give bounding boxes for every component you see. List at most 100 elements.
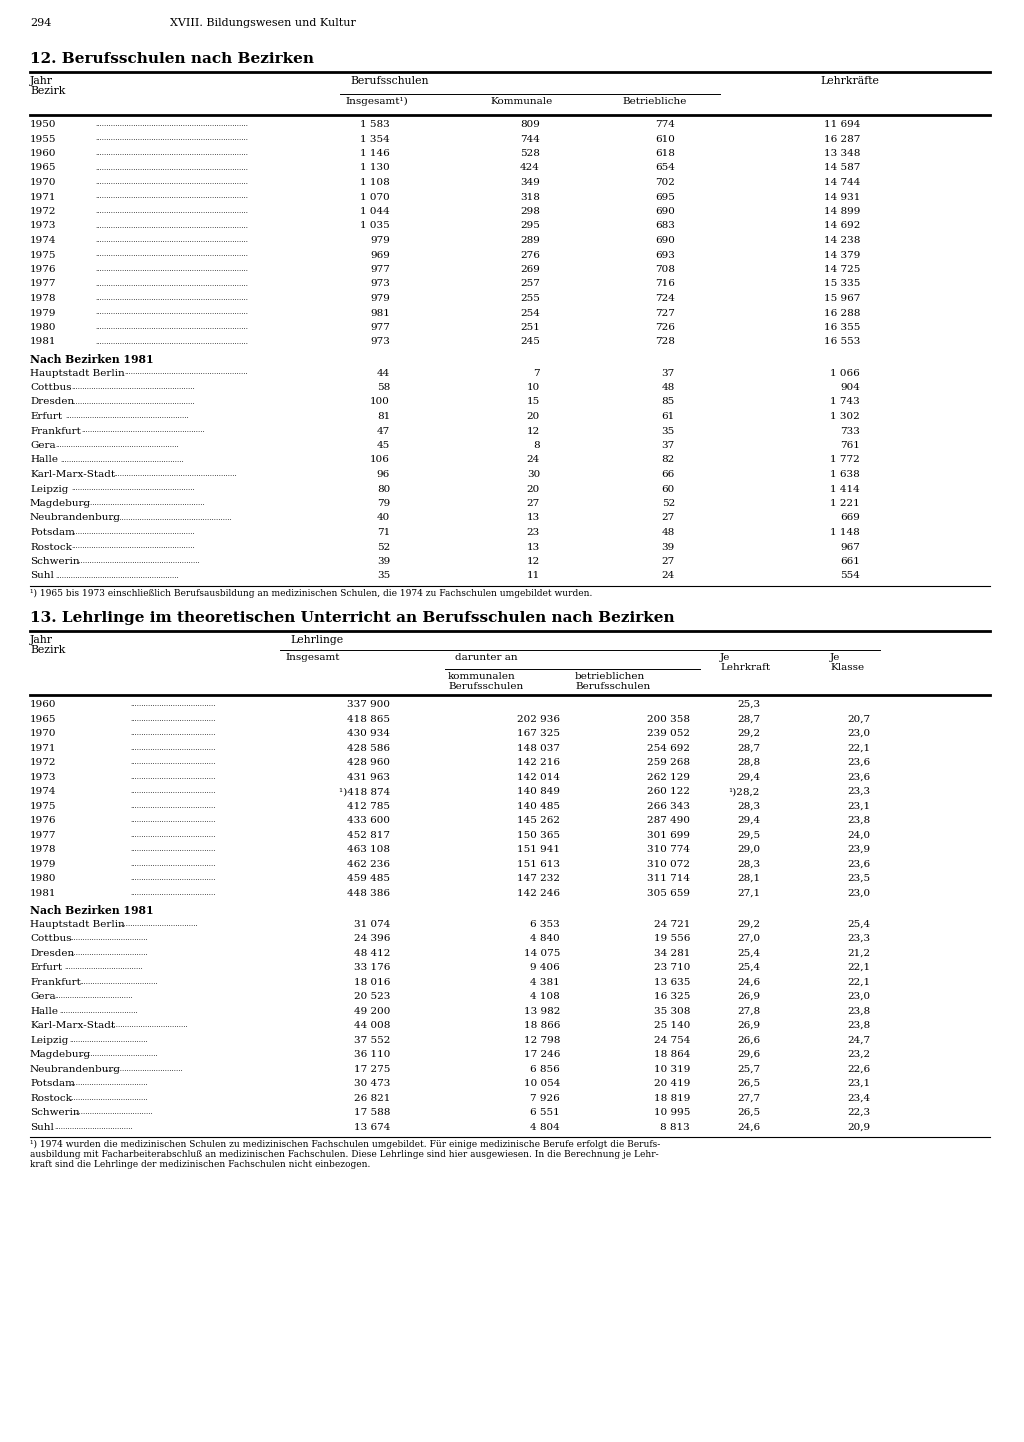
Text: 96: 96: [377, 470, 390, 479]
Text: 66: 66: [662, 470, 675, 479]
Text: 39: 39: [662, 542, 675, 551]
Text: 48: 48: [662, 384, 675, 392]
Text: 52: 52: [377, 542, 390, 551]
Text: Potsdam: Potsdam: [30, 528, 75, 536]
Text: 424: 424: [520, 163, 540, 173]
Text: Klasse: Klasse: [830, 663, 864, 672]
Text: ...................................: ...................................: [69, 934, 147, 942]
Text: Gera: Gera: [30, 992, 55, 1001]
Text: 10 319: 10 319: [653, 1064, 690, 1073]
Text: Insgesamt¹): Insgesamt¹): [345, 97, 408, 107]
Text: 239 052: 239 052: [647, 730, 690, 738]
Text: ¹)418 874: ¹)418 874: [339, 787, 390, 796]
Text: Rostock: Rostock: [30, 542, 72, 551]
Text: 10 995: 10 995: [653, 1107, 690, 1118]
Text: 1977: 1977: [30, 831, 56, 839]
Text: 1 066: 1 066: [830, 369, 860, 378]
Text: 12. Berufsschulen nach Bezirken: 12. Berufsschulen nach Bezirken: [30, 52, 314, 66]
Text: 14 692: 14 692: [823, 222, 860, 231]
Text: 147 232: 147 232: [517, 874, 560, 883]
Text: 695: 695: [655, 192, 675, 202]
Text: 22,3: 22,3: [847, 1107, 870, 1118]
Text: .......................................................: ........................................…: [71, 384, 195, 391]
Text: Erfurt: Erfurt: [30, 412, 62, 421]
Text: 1981: 1981: [30, 888, 56, 897]
Text: 1 130: 1 130: [360, 163, 390, 173]
Text: 12: 12: [526, 557, 540, 567]
Text: 1971: 1971: [30, 192, 56, 202]
Text: .......................................................: ........................................…: [66, 412, 189, 420]
Text: 1 772: 1 772: [830, 456, 860, 464]
Text: ....................................................................: ........................................…: [95, 177, 248, 186]
Text: 7: 7: [534, 369, 540, 378]
Text: Leipzig: Leipzig: [30, 485, 69, 493]
Text: 17 275: 17 275: [353, 1064, 390, 1073]
Text: 254: 254: [520, 309, 540, 317]
Text: 452 817: 452 817: [347, 831, 390, 839]
Text: 37 552: 37 552: [353, 1035, 390, 1044]
Text: 433 600: 433 600: [347, 816, 390, 825]
Text: ......................................: ......................................: [130, 874, 215, 883]
Text: 16 355: 16 355: [823, 323, 860, 332]
Text: 1976: 1976: [30, 816, 56, 825]
Text: 48 412: 48 412: [353, 949, 390, 957]
Text: Magdeburg: Magdeburg: [30, 499, 91, 508]
Text: 24 721: 24 721: [653, 920, 690, 929]
Text: 37: 37: [662, 369, 675, 378]
Text: 18 016: 18 016: [353, 978, 390, 986]
Text: 1 044: 1 044: [360, 208, 390, 216]
Text: ......................................: ......................................: [130, 730, 215, 737]
Text: 11: 11: [526, 571, 540, 581]
Text: 23,6: 23,6: [847, 758, 870, 767]
Text: 10: 10: [526, 384, 540, 392]
Text: 13 635: 13 635: [653, 978, 690, 986]
Text: 30: 30: [526, 470, 540, 479]
Text: 967: 967: [840, 542, 860, 551]
Text: 24 754: 24 754: [653, 1035, 690, 1044]
Text: Schwerin: Schwerin: [30, 557, 80, 567]
Text: 27: 27: [662, 557, 675, 567]
Text: 16 553: 16 553: [823, 337, 860, 346]
Text: Berufsschulen: Berufsschulen: [575, 682, 650, 691]
Text: 82: 82: [662, 456, 675, 464]
Text: 17 588: 17 588: [353, 1107, 390, 1118]
Text: 26,5: 26,5: [737, 1079, 760, 1089]
Text: ....................................................................: ........................................…: [95, 323, 248, 332]
Text: 24,0: 24,0: [847, 831, 870, 839]
Text: 294: 294: [30, 17, 51, 27]
Text: 262 129: 262 129: [647, 773, 690, 782]
Text: 24,6: 24,6: [737, 978, 760, 986]
Text: 27,7: 27,7: [737, 1093, 760, 1103]
Text: 13 982: 13 982: [523, 1007, 560, 1015]
Text: .......................................................: ........................................…: [71, 528, 195, 536]
Text: Rostock: Rostock: [30, 1093, 72, 1103]
Text: 28,3: 28,3: [737, 859, 760, 868]
Text: 683: 683: [655, 222, 675, 231]
Text: 431 963: 431 963: [347, 773, 390, 782]
Text: ...................................: ...................................: [59, 1007, 138, 1015]
Text: 20 523: 20 523: [353, 992, 390, 1001]
Text: ......................................: ......................................: [130, 699, 215, 708]
Text: 554: 554: [840, 571, 860, 581]
Text: 15 335: 15 335: [823, 280, 860, 288]
Text: 14 379: 14 379: [823, 251, 860, 260]
Text: ¹)28,2: ¹)28,2: [729, 787, 760, 796]
Text: 310 072: 310 072: [647, 859, 690, 868]
Text: 23,0: 23,0: [847, 992, 870, 1001]
Text: 1972: 1972: [30, 208, 56, 216]
Text: 245: 245: [520, 337, 540, 346]
Text: 23,2: 23,2: [847, 1050, 870, 1058]
Text: 4 804: 4 804: [530, 1122, 560, 1132]
Text: 1974: 1974: [30, 787, 56, 796]
Text: 16 288: 16 288: [823, 309, 860, 317]
Text: ...................................: ...................................: [119, 920, 198, 927]
Text: 23,8: 23,8: [847, 816, 870, 825]
Text: 618: 618: [655, 149, 675, 159]
Text: 23,1: 23,1: [847, 802, 870, 810]
Text: 8 813: 8 813: [660, 1122, 690, 1132]
Text: 145 262: 145 262: [517, 816, 560, 825]
Text: 289: 289: [520, 236, 540, 245]
Text: 22,6: 22,6: [847, 1064, 870, 1073]
Text: 26,5: 26,5: [737, 1107, 760, 1118]
Text: ...................................: ...................................: [79, 978, 158, 985]
